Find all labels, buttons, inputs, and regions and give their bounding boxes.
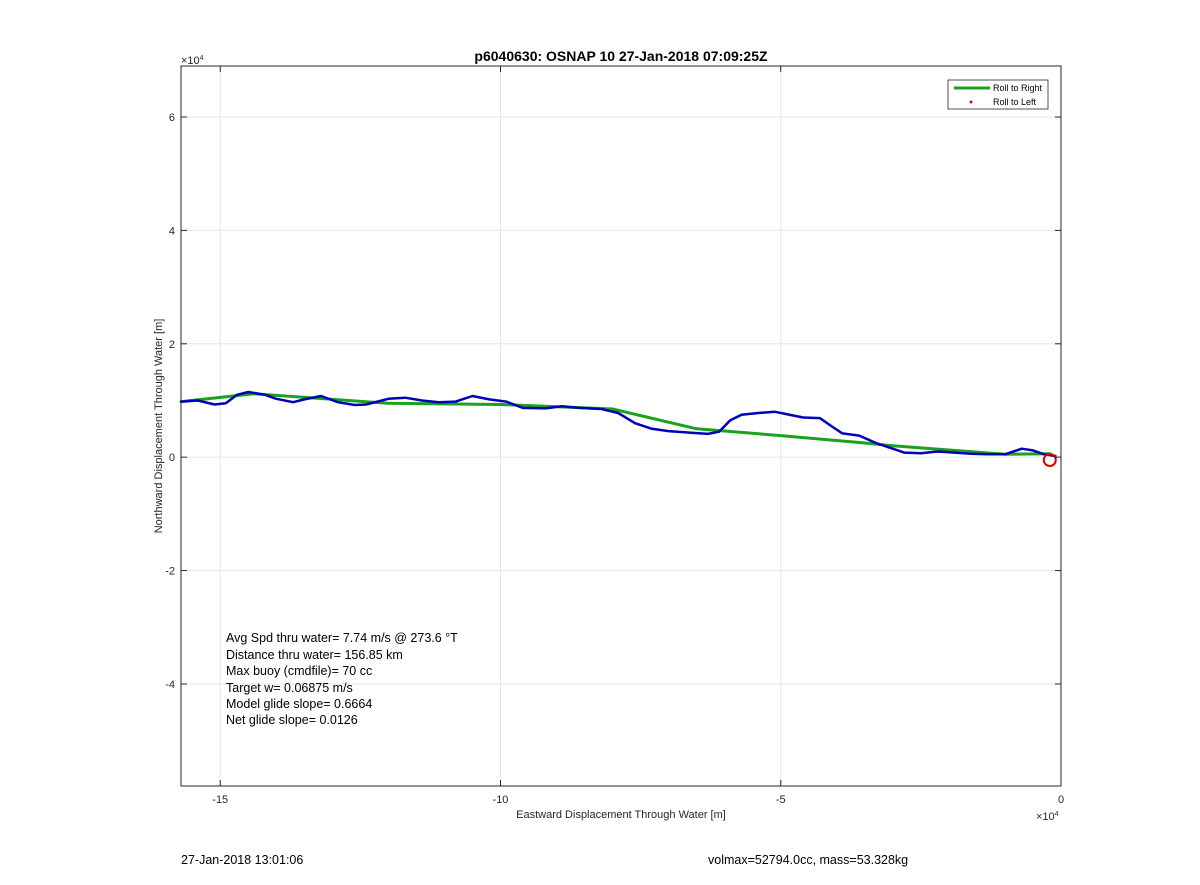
series-line-track bbox=[179, 390, 1057, 458]
legend-label-roll-right: Roll to Right bbox=[993, 83, 1043, 93]
legend-swatch-roll-left bbox=[969, 100, 973, 104]
y-tick-label: 6 bbox=[169, 112, 175, 124]
stat-target-w: Target w= 0.06875 m/s bbox=[226, 681, 353, 695]
x-axis-label: Eastward Displacement Through Water [m] bbox=[516, 809, 726, 821]
y-tick-label: -4 bbox=[165, 679, 175, 691]
y-tick-label: 4 bbox=[169, 225, 175, 237]
x-tick-label: -5 bbox=[776, 794, 786, 806]
stat-model-glide: Model glide slope= 0.6664 bbox=[226, 697, 372, 711]
x-exponent-label: ×104 bbox=[1036, 811, 1059, 823]
series-layer bbox=[179, 390, 1057, 468]
footer-volmax-mass: volmax=52794.0cc, mass=53.328kg bbox=[708, 853, 909, 867]
y-tick-label: -2 bbox=[165, 566, 175, 578]
svg-text:×104: ×104 bbox=[181, 55, 204, 67]
legend-label-roll-left: Roll to Left bbox=[993, 97, 1037, 107]
stat-avg-speed: Avg Spd thru water= 7.74 m/s @ 273.6 °T bbox=[226, 631, 458, 645]
y-tick-label: 0 bbox=[169, 452, 175, 464]
tick-layer: -15 -10 -5 0 -4 -2 0 2 4 6 bbox=[165, 66, 1064, 806]
grid-lines bbox=[181, 66, 1062, 786]
x-tick-label: -15 bbox=[212, 794, 228, 806]
x-tick-label: 0 bbox=[1058, 794, 1064, 806]
y-exponent-label: ×104 bbox=[181, 55, 204, 67]
footer-date: 27-Jan-2018 13:01:06 bbox=[181, 853, 304, 867]
start-marker bbox=[1042, 453, 1057, 468]
axes-box bbox=[180, 65, 1062, 787]
svg-text:×104: ×104 bbox=[1036, 811, 1059, 823]
stat-max-buoy: Max buoy (cmdfile)= 70 cc bbox=[226, 664, 372, 678]
stat-distance: Distance thru water= 156.85 km bbox=[226, 648, 403, 662]
chart-title: p6040630: OSNAP 10 27-Jan-2018 07:09:25Z bbox=[474, 48, 768, 64]
stats-block: Avg Spd thru water= 7.74 m/s @ 273.6 °T … bbox=[226, 631, 458, 727]
legend: Roll to Right Roll to Left bbox=[947, 79, 1049, 110]
stat-net-glide: Net glide slope= 0.0126 bbox=[226, 713, 358, 727]
x-tick-label: -10 bbox=[493, 794, 509, 806]
y-tick-label: 2 bbox=[169, 339, 175, 351]
y-axis-label: Northward Displacement Through Water [m] bbox=[153, 319, 165, 534]
series-line-roll-to-right bbox=[179, 392, 1052, 456]
